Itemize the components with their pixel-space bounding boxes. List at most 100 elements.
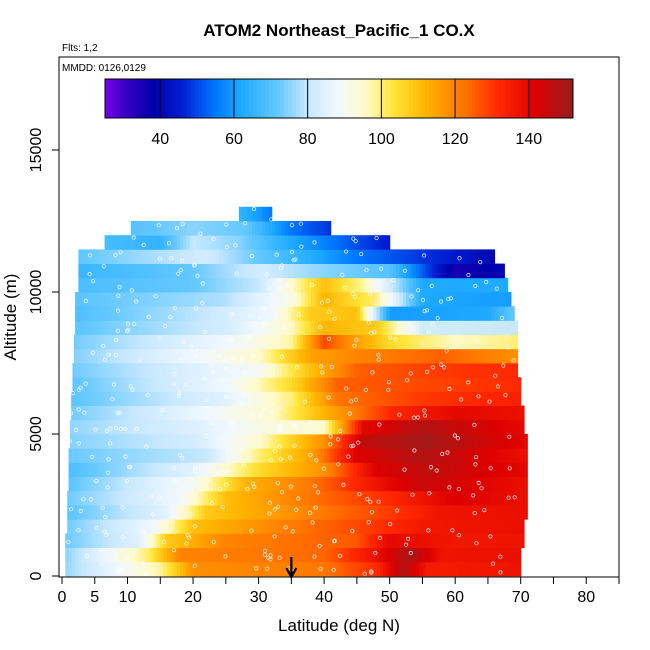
heatmap-cell bbox=[172, 348, 176, 364]
heatmap-cell bbox=[149, 405, 154, 421]
sample-point bbox=[202, 376, 207, 381]
heatmap-cell bbox=[245, 277, 250, 293]
heatmap-cell bbox=[510, 306, 515, 321]
heatmap-cell bbox=[402, 306, 407, 321]
heatmap-cell bbox=[417, 434, 422, 449]
heatmap-cell bbox=[243, 434, 248, 449]
heatmap-cell bbox=[153, 320, 158, 335]
sample-point bbox=[178, 268, 183, 273]
heatmap-cell bbox=[278, 277, 283, 293]
heatmap-cell bbox=[339, 405, 344, 421]
heatmap-cell bbox=[253, 434, 258, 449]
heatmap-cell bbox=[389, 476, 394, 492]
heatmap-cell bbox=[470, 391, 475, 406]
sample-point bbox=[239, 448, 244, 453]
sample-point bbox=[296, 496, 301, 501]
heatmap-cell bbox=[412, 277, 417, 293]
heatmap-cell bbox=[184, 434, 189, 449]
heatmap-cell bbox=[94, 547, 99, 563]
heatmap-cell bbox=[238, 405, 243, 421]
heatmap-cell bbox=[78, 306, 83, 321]
heatmap-cell bbox=[434, 334, 439, 350]
heatmap-cell bbox=[93, 348, 98, 364]
heatmap-cell bbox=[488, 377, 493, 392]
colorbar-segment bbox=[428, 79, 434, 118]
heatmap-cell bbox=[158, 519, 163, 534]
heatmap-cell bbox=[428, 533, 433, 548]
heatmap-cell bbox=[379, 263, 384, 279]
heatmap-cell bbox=[369, 277, 374, 293]
heatmap-cell bbox=[67, 519, 72, 534]
heatmap-cell bbox=[244, 519, 249, 534]
heatmap-cell bbox=[314, 221, 319, 236]
heatmap-cell bbox=[259, 419, 264, 435]
heatmap-cell bbox=[311, 377, 316, 392]
heatmap-cell bbox=[442, 377, 447, 392]
heatmap-cell bbox=[507, 561, 512, 577]
chart-title: ATOM2 Northeast_Pacific_1 CO.X bbox=[203, 21, 475, 40]
heatmap-cell bbox=[409, 476, 414, 492]
heatmap-cell bbox=[176, 306, 181, 321]
heatmap-cell bbox=[254, 405, 259, 421]
heatmap-cell bbox=[216, 363, 221, 378]
heatmap-cell bbox=[525, 490, 528, 506]
heatmap-cell bbox=[353, 476, 358, 492]
heatmap-cell bbox=[176, 235, 181, 250]
heatmap-cell bbox=[512, 490, 517, 506]
heatmap-cell bbox=[248, 547, 253, 563]
heatmap-cell bbox=[281, 292, 286, 307]
heatmap-cell bbox=[130, 292, 135, 307]
heatmap-cell bbox=[293, 405, 298, 421]
heatmap-cell bbox=[151, 434, 156, 449]
heatmap-cell bbox=[138, 419, 143, 435]
heatmap-cell bbox=[255, 377, 260, 392]
heatmap-cell bbox=[147, 462, 152, 477]
heatmap-cell bbox=[400, 363, 405, 378]
heatmap-cell bbox=[399, 292, 404, 307]
heatmap-cell bbox=[294, 249, 299, 264]
sample-point bbox=[450, 528, 455, 533]
heatmap-cell bbox=[87, 405, 92, 421]
heatmap-cell bbox=[191, 348, 196, 364]
heatmap-cell bbox=[384, 419, 389, 435]
heatmap-cell bbox=[340, 235, 345, 250]
heatmap-cell bbox=[351, 434, 356, 449]
heatmap-cell bbox=[105, 377, 110, 392]
heatmap-cell bbox=[107, 249, 112, 264]
heatmap-cell bbox=[104, 547, 109, 563]
colorbar-segment bbox=[397, 79, 402, 118]
heatmap-cell bbox=[474, 306, 479, 321]
heatmap-cell bbox=[337, 249, 342, 264]
heatmap-cell bbox=[142, 505, 147, 520]
heatmap-cell bbox=[297, 391, 302, 406]
heatmap-cell bbox=[516, 505, 520, 520]
sample-point bbox=[332, 538, 337, 544]
sample-point bbox=[171, 465, 177, 471]
heatmap-cell bbox=[101, 533, 106, 548]
sample-point bbox=[314, 458, 319, 463]
heatmap-cell bbox=[474, 462, 479, 477]
heatmap-cell bbox=[347, 363, 352, 378]
heatmap-cell bbox=[296, 334, 301, 350]
heatmap-cell bbox=[134, 448, 138, 463]
heatmap-cell bbox=[409, 533, 414, 548]
heatmap-cell bbox=[314, 377, 319, 392]
heatmap-cell bbox=[209, 476, 214, 492]
heatmap-cell bbox=[357, 363, 362, 378]
heatmap-cell bbox=[121, 363, 126, 378]
sample-point bbox=[125, 328, 130, 334]
heatmap-cell bbox=[381, 334, 386, 350]
heatmap-cell bbox=[107, 292, 112, 307]
heatmap-cell bbox=[442, 263, 446, 279]
colorbar-segment bbox=[467, 79, 473, 118]
heatmap-cell bbox=[297, 277, 302, 293]
heatmap-cell bbox=[127, 561, 132, 577]
heatmap-cell bbox=[330, 320, 335, 335]
heatmap-cell bbox=[136, 334, 140, 350]
heatmap-cell bbox=[431, 391, 436, 406]
heatmap-cell bbox=[172, 519, 176, 534]
heatmap-cell bbox=[209, 292, 214, 307]
heatmap-cell bbox=[412, 292, 417, 307]
heatmap-cell bbox=[186, 561, 191, 577]
heatmap-cell bbox=[140, 533, 145, 548]
